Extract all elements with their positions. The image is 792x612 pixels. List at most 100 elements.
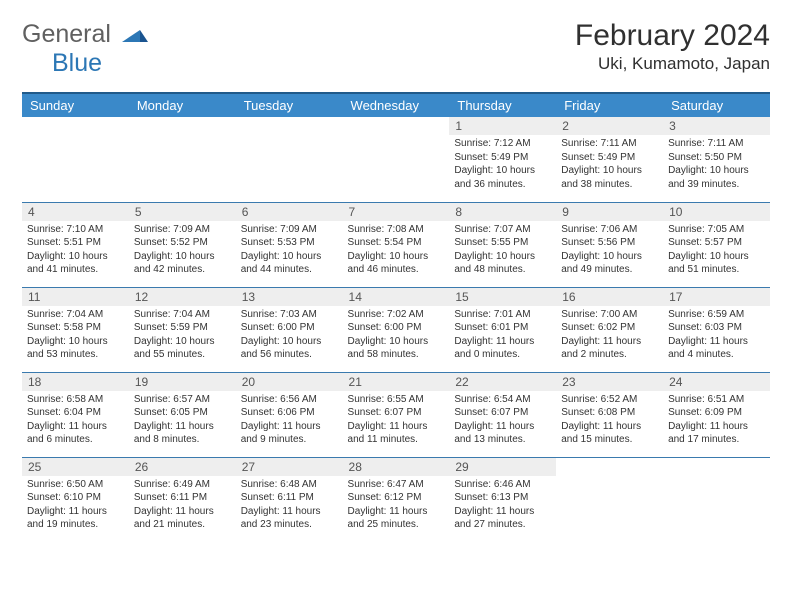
- day-details: Sunrise: 7:05 AMSunset: 5:57 PMDaylight:…: [663, 221, 770, 281]
- day-number: 15: [449, 288, 556, 306]
- calendar-cell: 15Sunrise: 7:01 AMSunset: 6:01 PMDayligh…: [449, 287, 556, 372]
- day-details: Sunrise: 7:08 AMSunset: 5:54 PMDaylight:…: [343, 221, 450, 281]
- day-number: 7: [343, 203, 450, 221]
- weekday-header: Friday: [556, 93, 663, 117]
- day-details: Sunrise: 7:02 AMSunset: 6:00 PMDaylight:…: [343, 306, 450, 366]
- calendar-cell: 9Sunrise: 7:06 AMSunset: 5:56 PMDaylight…: [556, 202, 663, 287]
- day-details: Sunrise: 6:48 AMSunset: 6:11 PMDaylight:…: [236, 476, 343, 536]
- calendar-cell: 12Sunrise: 7:04 AMSunset: 5:59 PMDayligh…: [129, 287, 236, 372]
- weekday-header: Sunday: [22, 93, 129, 117]
- calendar-cell: 28Sunrise: 6:47 AMSunset: 6:12 PMDayligh…: [343, 457, 450, 542]
- day-details: Sunrise: 7:04 AMSunset: 5:59 PMDaylight:…: [129, 306, 236, 366]
- calendar-cell: 13Sunrise: 7:03 AMSunset: 6:00 PMDayligh…: [236, 287, 343, 372]
- day-details: Sunrise: 6:52 AMSunset: 6:08 PMDaylight:…: [556, 391, 663, 451]
- day-number: 18: [22, 373, 129, 391]
- calendar-cell: 18Sunrise: 6:58 AMSunset: 6:04 PMDayligh…: [22, 372, 129, 457]
- day-number: 19: [129, 373, 236, 391]
- day-details: Sunrise: 6:54 AMSunset: 6:07 PMDaylight:…: [449, 391, 556, 451]
- day-number: 23: [556, 373, 663, 391]
- calendar-cell: 23Sunrise: 6:52 AMSunset: 6:08 PMDayligh…: [556, 372, 663, 457]
- calendar-row: 18Sunrise: 6:58 AMSunset: 6:04 PMDayligh…: [22, 372, 770, 457]
- day-details: Sunrise: 7:07 AMSunset: 5:55 PMDaylight:…: [449, 221, 556, 281]
- day-number: 4: [22, 203, 129, 221]
- calendar-cell: 25Sunrise: 6:50 AMSunset: 6:10 PMDayligh…: [22, 457, 129, 542]
- calendar-body: ........1Sunrise: 7:12 AMSunset: 5:49 PM…: [22, 117, 770, 542]
- day-number: 14: [343, 288, 450, 306]
- day-number: 16: [556, 288, 663, 306]
- day-number: 3: [663, 117, 770, 135]
- weekday-header: Tuesday: [236, 93, 343, 117]
- day-details: Sunrise: 6:49 AMSunset: 6:11 PMDaylight:…: [129, 476, 236, 536]
- calendar-cell: ..: [22, 117, 129, 202]
- day-details: Sunrise: 7:00 AMSunset: 6:02 PMDaylight:…: [556, 306, 663, 366]
- day-number: 28: [343, 458, 450, 476]
- logo: General Blue: [22, 20, 148, 78]
- day-number: 6: [236, 203, 343, 221]
- logo-flag-icon: [122, 20, 148, 48]
- day-details: Sunrise: 6:47 AMSunset: 6:12 PMDaylight:…: [343, 476, 450, 536]
- day-number: 21: [343, 373, 450, 391]
- calendar-cell: ..: [343, 117, 450, 202]
- day-number: 26: [129, 458, 236, 476]
- day-details: Sunrise: 6:57 AMSunset: 6:05 PMDaylight:…: [129, 391, 236, 451]
- day-number: 12: [129, 288, 236, 306]
- day-details: Sunrise: 7:01 AMSunset: 6:01 PMDaylight:…: [449, 306, 556, 366]
- day-number: 9: [556, 203, 663, 221]
- day-details: Sunrise: 7:10 AMSunset: 5:51 PMDaylight:…: [22, 221, 129, 281]
- day-details: Sunrise: 7:11 AMSunset: 5:49 PMDaylight:…: [556, 135, 663, 195]
- calendar-cell: 24Sunrise: 6:51 AMSunset: 6:09 PMDayligh…: [663, 372, 770, 457]
- calendar-row: ........1Sunrise: 7:12 AMSunset: 5:49 PM…: [22, 117, 770, 202]
- day-number: 29: [449, 458, 556, 476]
- calendar-cell: ..: [663, 457, 770, 542]
- calendar-cell: 5Sunrise: 7:09 AMSunset: 5:52 PMDaylight…: [129, 202, 236, 287]
- day-details: Sunrise: 7:11 AMSunset: 5:50 PMDaylight:…: [663, 135, 770, 195]
- day-number: 13: [236, 288, 343, 306]
- calendar-cell: 4Sunrise: 7:10 AMSunset: 5:51 PMDaylight…: [22, 202, 129, 287]
- calendar-table: SundayMondayTuesdayWednesdayThursdayFrid…: [22, 92, 770, 542]
- logo-text-blue: Blue: [52, 49, 102, 77]
- day-number: 8: [449, 203, 556, 221]
- calendar-cell: 22Sunrise: 6:54 AMSunset: 6:07 PMDayligh…: [449, 372, 556, 457]
- day-number: 1: [449, 117, 556, 135]
- calendar-cell: 1Sunrise: 7:12 AMSunset: 5:49 PMDaylight…: [449, 117, 556, 202]
- calendar-cell: 10Sunrise: 7:05 AMSunset: 5:57 PMDayligh…: [663, 202, 770, 287]
- calendar-row: 4Sunrise: 7:10 AMSunset: 5:51 PMDaylight…: [22, 202, 770, 287]
- day-details: Sunrise: 6:59 AMSunset: 6:03 PMDaylight:…: [663, 306, 770, 366]
- day-details: Sunrise: 6:46 AMSunset: 6:13 PMDaylight:…: [449, 476, 556, 536]
- calendar-row: 25Sunrise: 6:50 AMSunset: 6:10 PMDayligh…: [22, 457, 770, 542]
- day-number: 10: [663, 203, 770, 221]
- weekday-header-row: SundayMondayTuesdayWednesdayThursdayFrid…: [22, 93, 770, 117]
- day-number: 25: [22, 458, 129, 476]
- calendar-cell: ..: [129, 117, 236, 202]
- calendar-cell: 14Sunrise: 7:02 AMSunset: 6:00 PMDayligh…: [343, 287, 450, 372]
- calendar-cell: ..: [556, 457, 663, 542]
- title-block: February 2024 Uki, Kumamoto, Japan: [575, 20, 770, 74]
- day-details: Sunrise: 6:58 AMSunset: 6:04 PMDaylight:…: [22, 391, 129, 451]
- calendar-cell: 2Sunrise: 7:11 AMSunset: 5:49 PMDaylight…: [556, 117, 663, 202]
- day-number: 5: [129, 203, 236, 221]
- day-number: 20: [236, 373, 343, 391]
- day-details: Sunrise: 7:09 AMSunset: 5:52 PMDaylight:…: [129, 221, 236, 281]
- day-details: Sunrise: 7:03 AMSunset: 6:00 PMDaylight:…: [236, 306, 343, 366]
- day-details: Sunrise: 6:50 AMSunset: 6:10 PMDaylight:…: [22, 476, 129, 536]
- header: General Blue February 2024 Uki, Kumamoto…: [22, 20, 770, 78]
- calendar-cell: 20Sunrise: 6:56 AMSunset: 6:06 PMDayligh…: [236, 372, 343, 457]
- location: Uki, Kumamoto, Japan: [575, 54, 770, 74]
- calendar-cell: 21Sunrise: 6:55 AMSunset: 6:07 PMDayligh…: [343, 372, 450, 457]
- day-number: 2: [556, 117, 663, 135]
- day-details: Sunrise: 7:09 AMSunset: 5:53 PMDaylight:…: [236, 221, 343, 281]
- day-number: 27: [236, 458, 343, 476]
- day-number: 11: [22, 288, 129, 306]
- calendar-cell: 17Sunrise: 6:59 AMSunset: 6:03 PMDayligh…: [663, 287, 770, 372]
- day-details: Sunrise: 7:04 AMSunset: 5:58 PMDaylight:…: [22, 306, 129, 366]
- calendar-cell: 19Sunrise: 6:57 AMSunset: 6:05 PMDayligh…: [129, 372, 236, 457]
- page-title: February 2024: [575, 20, 770, 52]
- day-details: Sunrise: 7:06 AMSunset: 5:56 PMDaylight:…: [556, 221, 663, 281]
- calendar-cell: 11Sunrise: 7:04 AMSunset: 5:58 PMDayligh…: [22, 287, 129, 372]
- calendar-cell: ..: [236, 117, 343, 202]
- weekday-header: Wednesday: [343, 93, 450, 117]
- calendar-row: 11Sunrise: 7:04 AMSunset: 5:58 PMDayligh…: [22, 287, 770, 372]
- day-details: Sunrise: 6:56 AMSunset: 6:06 PMDaylight:…: [236, 391, 343, 451]
- weekday-header: Thursday: [449, 93, 556, 117]
- day-number: 17: [663, 288, 770, 306]
